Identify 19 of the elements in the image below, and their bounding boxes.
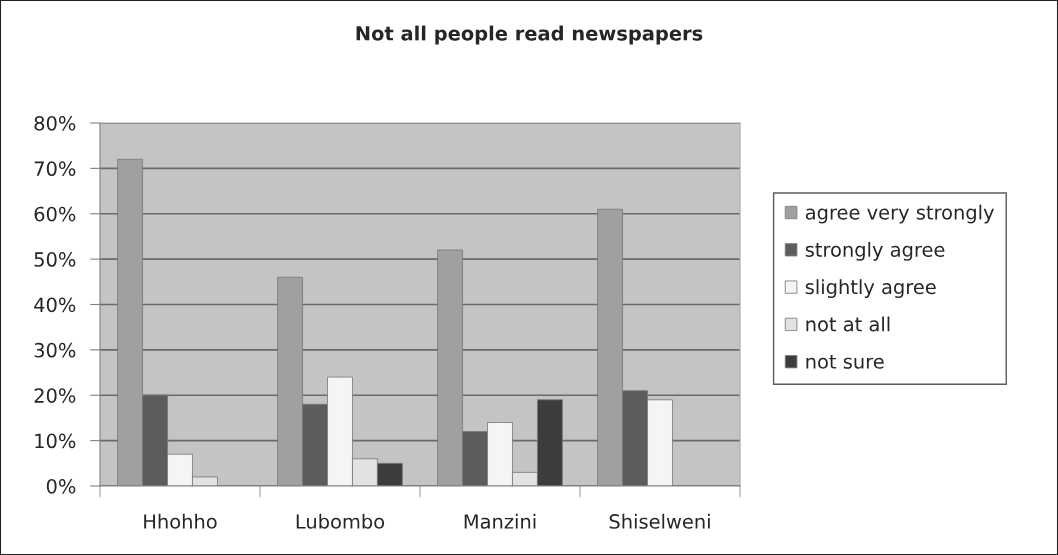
y-tick-label: 10% bbox=[35, 433, 76, 449]
chart-title: Not all people read newspapers bbox=[356, 25, 703, 45]
y-tick-label: 30% bbox=[34, 342, 76, 358]
x-tick-label: Shiselweni bbox=[609, 513, 710, 529]
y-tick-label: 0% bbox=[46, 478, 76, 494]
y-tick-label: 60% bbox=[34, 206, 76, 222]
y-tick-label: 40% bbox=[34, 297, 76, 313]
legend-label: not at all bbox=[806, 316, 890, 332]
x-tick-label: Hhohho bbox=[144, 513, 217, 529]
legend-label: slightly agree bbox=[805, 279, 936, 299]
x-tick-label: Manzini bbox=[464, 513, 536, 529]
y-tick-label: 50% bbox=[34, 252, 76, 267]
y-tick-label: 70% bbox=[34, 161, 76, 177]
y-tick-label: 20% bbox=[34, 388, 76, 403]
y-tick-label: 80% bbox=[34, 115, 76, 131]
x-tick-label: Lubombo bbox=[296, 513, 385, 529]
legend-label: strongly agree bbox=[805, 241, 945, 261]
legend-label: not sure bbox=[806, 354, 884, 369]
legend-label: agree very strongly bbox=[805, 204, 994, 224]
